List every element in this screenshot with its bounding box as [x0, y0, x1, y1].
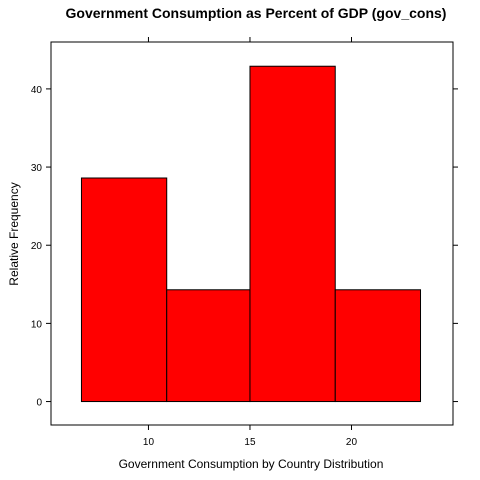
y-axis-label: Relative Frequency [7, 182, 21, 285]
x-axis-label: Government Consumption by Country Distri… [119, 457, 384, 471]
y-tick-label-20: 20 [31, 241, 43, 252]
plot-frame [50, 41, 454, 426]
chart-title: Government Consumption as Percent of GDP… [66, 5, 447, 21]
histogram-bar-3 [249, 65, 336, 403]
histogram-bar-2 [166, 289, 251, 403]
y-tick-label-0: 0 [36, 398, 42, 409]
x-tick-label-10: 10 [143, 437, 155, 448]
x-tick-label-20: 20 [346, 437, 358, 448]
y-tick-label-10: 10 [31, 319, 43, 330]
histogram-bar-1 [80, 177, 168, 403]
histogram-bar-4 [334, 289, 422, 403]
y-tick-label-30: 30 [31, 163, 43, 174]
y-tick-label-40: 40 [31, 85, 43, 96]
ticks-group: 10 15 20 0 10 20 30 40 [31, 37, 458, 448]
x-tick-label-15: 15 [244, 437, 256, 448]
bars-group [80, 65, 422, 403]
